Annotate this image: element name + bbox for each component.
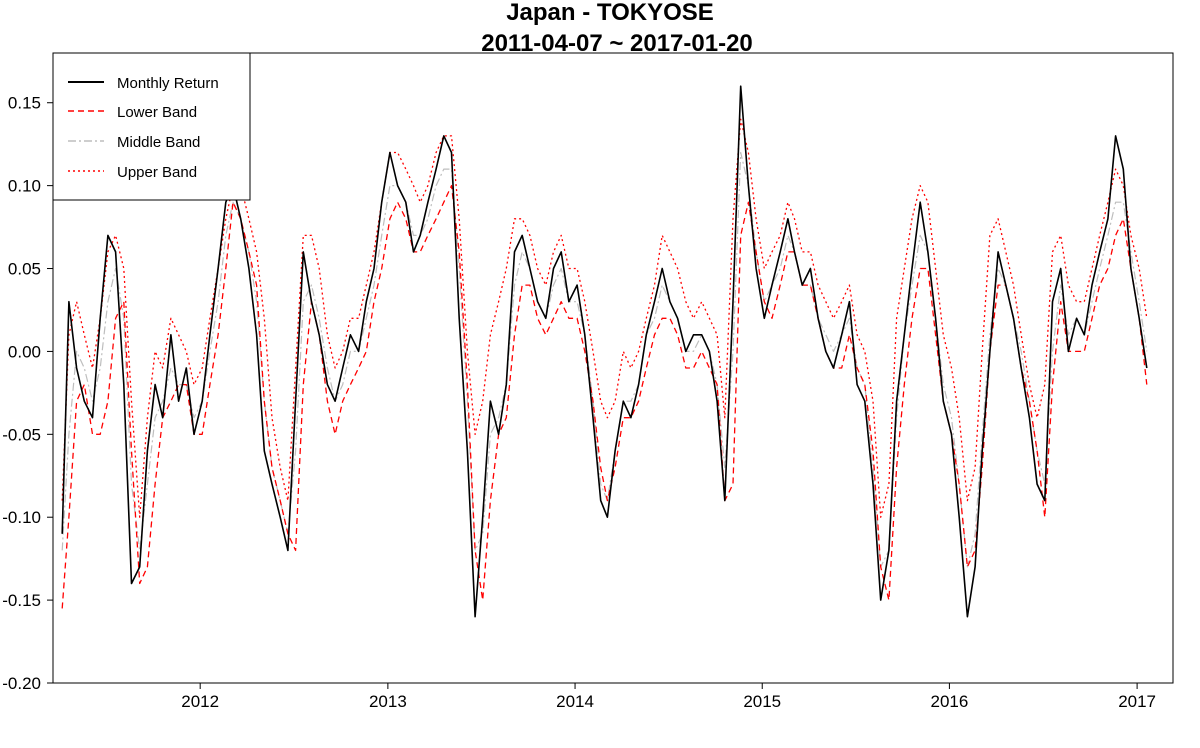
y-tick-label: 0.00 [8, 342, 41, 361]
y-tick-label: 0.10 [8, 177, 41, 196]
legend-box [52, 52, 251, 201]
legend-label-lower-band: Lower Band [117, 104, 197, 121]
chart-title: Japan - TOKYOSE [506, 0, 714, 26]
series-line-monthly-return [61, 85, 1148, 618]
series-line-upper-band [61, 118, 1148, 518]
x-tick-label: 2012 [181, 692, 219, 711]
x-tick-label: 2013 [369, 692, 407, 711]
legend-label-middle-band: Middle Band [117, 134, 200, 151]
y-tick-label: -0.15 [2, 591, 41, 610]
x-tick-label: 2016 [930, 692, 968, 711]
y-tick-label: 0.05 [8, 260, 41, 279]
y-tick-label: -0.05 [2, 425, 41, 444]
legend: Monthly Return Lower Band Middle Band Up… [52, 52, 251, 201]
x-tick-label: 2014 [556, 692, 594, 711]
y-tick-label: 0.15 [8, 94, 41, 113]
x-axis: 2012 2013 2014 2015 2016 2017 [181, 683, 1156, 711]
x-tick-label: 2017 [1118, 692, 1156, 711]
plot-frame [52, 52, 1174, 684]
y-tick-label: -0.20 [2, 674, 41, 693]
series-layer [61, 85, 1148, 618]
x-tick-label: 2015 [743, 692, 781, 711]
y-axis: -0.20 -0.15 -0.10 -0.05 0.00 0.05 0.10 0.15 [2, 94, 53, 693]
legend-label-upper-band: Upper Band [117, 164, 197, 181]
y-tick-label: -0.10 [2, 508, 41, 527]
series-line-lower-band [61, 184, 1148, 609]
legend-label-monthly-return: Monthly Return [117, 75, 219, 92]
